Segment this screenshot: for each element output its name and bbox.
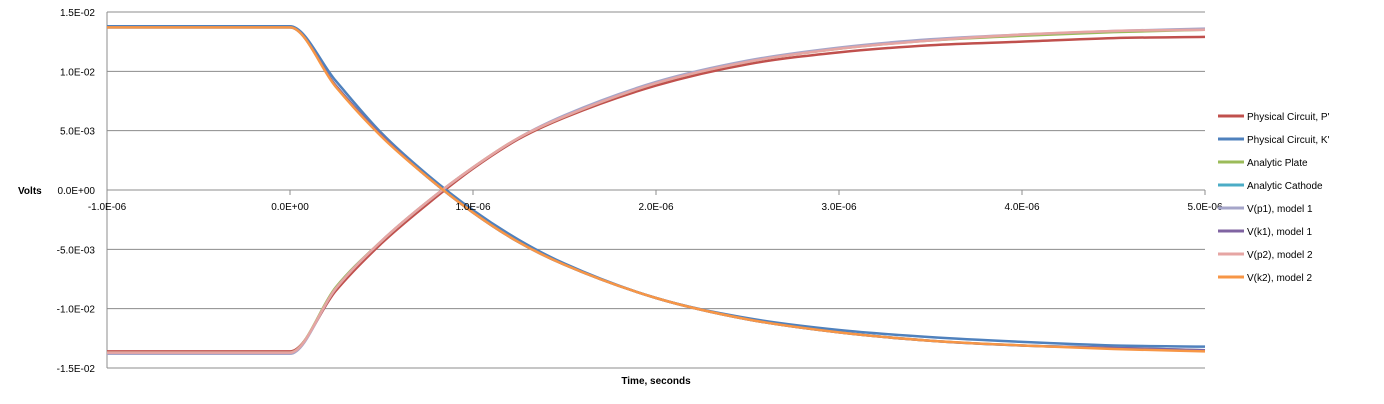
y-tick-label: -5.0E-03 <box>57 245 96 256</box>
legend-entry: Analytic Plate <box>1247 158 1308 169</box>
y-tick-label: -1.0E-02 <box>57 305 96 316</box>
series-line-8 <box>106 26 1206 353</box>
y-tick-label: 5.0E-03 <box>60 127 95 138</box>
legend-entry: V(p2), model 2 <box>1247 250 1313 261</box>
legend-entry: V(p1), model 1 <box>1247 204 1313 215</box>
legend-entry: Physical Circuit, P' <box>1247 112 1330 123</box>
x-tick-labels: -1.0E-06 0.0E+00 1.0E-06 2.0E-06 3.0E-06 4.0E… <box>88 202 1223 213</box>
legend-entry: V(k2), model 2 <box>1247 273 1312 284</box>
x-tick-label: 2.0E-06 <box>638 202 673 213</box>
x-axis-title: Time, seconds <box>621 376 691 387</box>
series-line-4 <box>106 26 1206 352</box>
x-tick-label: -1.0E-06 <box>88 202 127 213</box>
x-tick-label: 0.0E+00 <box>271 202 309 213</box>
series-line-7 <box>107 28 1206 354</box>
legend-entry: V(k1), model 1 <box>1247 227 1312 238</box>
legend: Physical Circuit, P' Physical Circuit, K'… <box>1218 112 1330 284</box>
y-tick-label: 1.0E-02 <box>60 67 95 78</box>
x-tick-label: 1.0E-06 <box>455 202 490 213</box>
y-tick-label: 0.0E+00 <box>57 186 95 197</box>
y-tick-label: 1.5E-02 <box>60 8 95 19</box>
y-axis-title: Volts <box>18 186 42 197</box>
legend-entry: Physical Circuit, K' <box>1247 135 1330 146</box>
legend-entry: Analytic Cathode <box>1247 181 1323 192</box>
y-tick-label: -1.5E-02 <box>57 364 96 375</box>
x-tick-label: 3.0E-06 <box>821 202 856 213</box>
x-tick-label: 5.0E-06 <box>1187 202 1222 213</box>
series-line-6 <box>106 26 1206 352</box>
x-tick-label: 4.0E-06 <box>1004 202 1039 213</box>
series-lines <box>106 24 1206 356</box>
gridlines <box>106 11 1206 369</box>
y-tick-labels: 1.5E-02 1.0E-02 5.0E-03 0.0E+00 -5.0E-03 -1.0… <box>57 8 96 375</box>
